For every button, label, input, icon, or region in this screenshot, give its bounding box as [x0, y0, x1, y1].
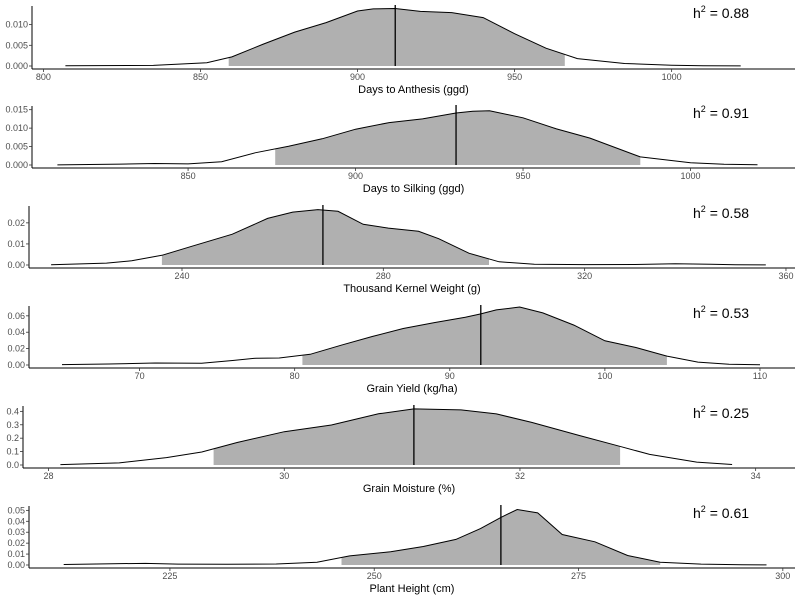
- x-tick-label: 32: [515, 471, 525, 481]
- y-tick-label: 0.00: [7, 360, 25, 370]
- density-curve: [57, 110, 758, 166]
- density-curve: [51, 209, 766, 266]
- x-tick-label: 950: [507, 72, 522, 82]
- y-tick-label: 0.01: [7, 549, 25, 559]
- x-axis-title: Days to Silking (ggd): [363, 183, 465, 195]
- heritability-label: h2 = 0.88: [693, 4, 749, 21]
- x-axis-title: Grain Yield (kg/ha): [366, 383, 457, 395]
- y-tick-label: 0.01: [7, 239, 25, 249]
- heritability-label: h2 = 0.53: [693, 304, 749, 321]
- x-tick-label: 300: [775, 571, 790, 581]
- heritability-label: h2 = 0.61: [693, 504, 749, 521]
- density-curve: [63, 508, 767, 566]
- density-panel-2: 0.000 0.005 0.010 0.015 850 900 950 1000 Days to…: [5, 104, 795, 195]
- x-tick-label: 1000: [662, 72, 682, 82]
- y-tick-label: 0.4: [6, 406, 19, 416]
- x-tick-label: 900: [350, 72, 365, 82]
- heritability-label: h2 = 0.91: [693, 104, 749, 121]
- y-tick-label: 0.000: [5, 61, 28, 71]
- density-panel-5: 0.0 0.1 0.2 0.3 0.4 28 30 32 34 Grain Moisture (%…: [6, 404, 795, 495]
- y-tick-label: 0.010: [5, 20, 28, 30]
- x-axis-title: Plant Height (cm): [370, 583, 455, 595]
- heritability-label: h2 = 0.58: [693, 204, 749, 221]
- x-tick-label: 250: [367, 571, 382, 581]
- x-tick-label: 275: [571, 571, 586, 581]
- density-panel-3: 0.00 0.01 0.02 240 280 320 360 Thousand Kernel …: [7, 204, 795, 295]
- y-tick-label: 0.00: [7, 260, 25, 270]
- x-tick-label: 1000: [680, 171, 700, 181]
- y-tick-label: 0.04: [7, 516, 25, 526]
- x-tick-label: 28: [44, 471, 54, 481]
- x-axis-title: Thousand Kernel Weight (g): [343, 283, 480, 295]
- density-curve: [61, 306, 761, 366]
- x-tick-label: 225: [162, 571, 177, 581]
- y-tick-label: 0.02: [7, 344, 25, 354]
- x-tick-label: 850: [181, 171, 196, 181]
- y-tick-label: 0.1: [6, 447, 19, 457]
- density-panel-6: 0.000.010.020.030.040.05 225 250 275 300 Plan…: [7, 504, 795, 595]
- x-tick-label: 900: [348, 171, 363, 181]
- x-tick-label: 30: [279, 471, 289, 481]
- y-tick-label: 0.2: [6, 433, 19, 443]
- y-tick-label: 0.3: [6, 420, 19, 430]
- y-tick-label: 0.02: [7, 218, 25, 228]
- density-curve: [65, 7, 741, 67]
- y-tick-label: 0.03: [7, 527, 25, 537]
- x-tick-label: 70: [135, 371, 145, 381]
- x-tick-label: 950: [516, 171, 531, 181]
- x-tick-label: 850: [193, 72, 208, 82]
- y-tick-label: 0.00: [7, 560, 25, 570]
- y-tick-label: 0.05: [7, 505, 25, 515]
- x-tick-label: 800: [36, 72, 51, 82]
- x-tick-label: 360: [778, 271, 793, 281]
- x-tick-label: 320: [577, 271, 592, 281]
- x-tick-label: 280: [376, 271, 391, 281]
- shaded-area: [228, 8, 565, 66]
- shaded-area: [302, 307, 667, 365]
- density-panel-4: 0.00 0.02 0.04 0.06 70 80 90 100 110 Grain Yield …: [7, 304, 795, 395]
- y-tick-label: 0.010: [5, 123, 28, 133]
- y-tick-label: 0.005: [5, 40, 28, 50]
- y-tick-label: 0.04: [7, 327, 25, 337]
- x-tick-label: 240: [174, 271, 189, 281]
- y-tick-label: 0.06: [7, 311, 25, 321]
- x-axis-title: Days to Anthesis (ggd): [358, 84, 469, 96]
- heritability-label: h2 = 0.25: [693, 404, 749, 421]
- shaded-area: [161, 209, 489, 265]
- x-tick-label: 34: [751, 471, 761, 481]
- x-tick-label: 90: [445, 371, 455, 381]
- x-tick-label: 100: [597, 371, 612, 381]
- density-panel-1: 0.000 0.005 0.010 800 850 900 950 1000 Days to A…: [5, 4, 795, 96]
- shaded-area: [213, 408, 621, 465]
- shaded-area: [275, 110, 641, 165]
- x-tick-label: 110: [753, 371, 767, 381]
- x-tick-label: 80: [290, 371, 300, 381]
- y-tick-label: 0.000: [5, 160, 28, 170]
- y-tick-label: 0.02: [7, 538, 25, 548]
- x-axis-title: Grain Moisture (%): [363, 483, 455, 495]
- y-tick-label: 0.005: [5, 142, 28, 152]
- y-tick-label: 0.0: [6, 460, 19, 470]
- y-tick-label: 0.015: [5, 105, 28, 115]
